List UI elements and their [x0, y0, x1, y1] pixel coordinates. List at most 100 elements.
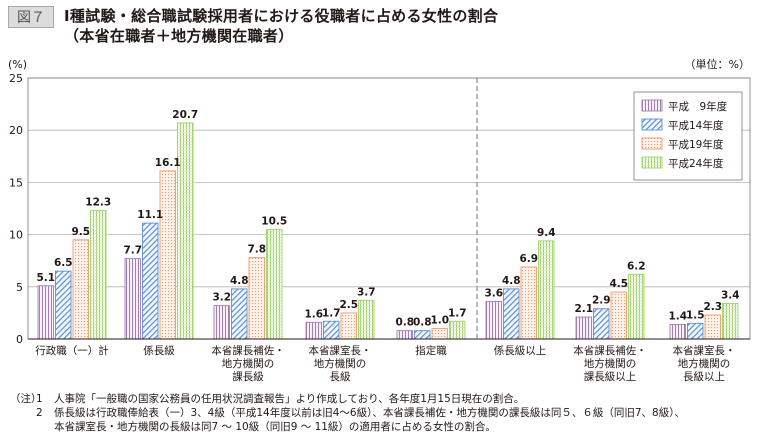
data-label: 7.7 [123, 245, 142, 257]
legend-swatch [641, 118, 663, 131]
data-label: 1.0 [430, 315, 449, 327]
bar [90, 210, 107, 340]
legend-label: 平成 9年度 [668, 100, 728, 113]
data-label: 0.8 [413, 317, 432, 329]
bar-chart: (%) （単位：%） 5.1 7.7 3.2 1.6 0.8 3.6 2.1 1.4 6.5 11… [8, 57, 751, 383]
data-label: 7.8 [247, 244, 266, 256]
x-tick-label: 行政職（一）計 [35, 344, 109, 357]
x-tick-label: 地方機関の [584, 357, 637, 370]
bar [340, 312, 357, 340]
legend-swatch [641, 99, 663, 112]
bar [704, 314, 721, 340]
bar [628, 273, 645, 340]
data-label: 9.5 [71, 226, 90, 238]
x-tick-label: 課長級 [232, 370, 264, 383]
data-label: 0.8 [395, 317, 414, 329]
legend-label: 平成14年度 [668, 119, 724, 132]
bar [213, 305, 230, 340]
bars [37, 122, 739, 340]
x-tick-label: 長級 [330, 370, 351, 383]
footnotes: （注） 1 人事院「一般職の国家公務員の任用状況調査報告」より作成しており、各年… [10, 392, 750, 434]
bar [538, 240, 555, 340]
note-prefix: （注） [10, 393, 42, 405]
bar [72, 239, 89, 340]
y-tick-label: 0 [16, 333, 23, 346]
note-row: 本省課室長・地方機関の長級は同7 ～ 10級（同旧9 ～ 11級）の適用者に占め… [10, 420, 750, 434]
x-tick-label: 本省課室長・ [673, 344, 736, 357]
bar [177, 122, 194, 340]
bar [37, 285, 54, 340]
bar [414, 330, 431, 340]
bar [142, 222, 159, 340]
note-text: 本省課室長・地方機関の長級は同7 ～ 10級（同旧9 ～ 11級）の適用者に占め… [54, 421, 496, 433]
data-label: 1.7 [448, 307, 467, 319]
y-tick-label: 5 [16, 281, 23, 294]
bar [248, 257, 265, 340]
note-number: 1 [36, 393, 43, 405]
data-label: 3.7 [357, 286, 376, 298]
bar [231, 288, 248, 340]
x-tick-label: 本省課長補佐・ [211, 344, 285, 357]
data-label: 1.7 [322, 307, 341, 319]
x-tick-label: 課長級以上 [584, 370, 637, 383]
data-label: 6.5 [54, 257, 73, 269]
y-tick-label: 10 [9, 229, 23, 242]
data-label: 2.3 [703, 301, 722, 313]
note-prefix [10, 420, 36, 434]
bar [485, 300, 502, 340]
note-prefix [10, 406, 36, 420]
bar [593, 308, 610, 340]
x-tick-label: 本省課室長・ [309, 344, 372, 357]
bar [575, 316, 592, 340]
y-tick-label: 15 [9, 176, 23, 189]
data-label: 4.8 [230, 275, 249, 287]
data-label: 4.5 [609, 278, 628, 290]
data-label: 2.1 [574, 303, 593, 315]
bar [159, 170, 176, 340]
data-label: 4.8 [502, 275, 521, 287]
data-label: 3.6 [484, 287, 503, 299]
data-label: 3.4 [721, 290, 740, 302]
legend-swatch [641, 137, 663, 150]
bar [266, 228, 283, 340]
data-label: 3.2 [212, 292, 231, 304]
data-label: 2.5 [339, 299, 358, 311]
chart-subtitle: （本省在職者＋地方機関在職者） [64, 27, 294, 45]
data-label: 9.4 [537, 227, 556, 239]
legend-label: 平成24年度 [668, 157, 724, 170]
bar [687, 322, 704, 340]
bar [323, 320, 340, 340]
data-label: 6.2 [627, 260, 646, 272]
legend-swatch [641, 156, 663, 169]
y-axis-unit-label: (%) [8, 58, 27, 71]
bar [520, 266, 537, 340]
bar [55, 270, 72, 340]
note-text: 係長級は行政職俸給表（一）3、4級（平成14年度以前は旧4～6級）、本省課長補佐… [54, 407, 685, 419]
bar [124, 258, 141, 340]
bar [358, 299, 375, 340]
bar [449, 320, 466, 340]
bar [305, 321, 322, 340]
note-row: 2 係長級は行政職俸給表（一）3、4級（平成14年度以前は旧4～6級）、本省課長… [10, 406, 750, 420]
bar [503, 288, 520, 340]
data-label: 12.3 [85, 197, 111, 209]
figure-label: 図７ [8, 6, 54, 28]
x-tick-label: 指定職 [415, 344, 447, 357]
unit-note: （単位：%） [685, 57, 750, 71]
legend-label: 平成19年度 [668, 138, 724, 151]
bar [722, 303, 739, 340]
x-tick-label: 係長級以上 [494, 344, 547, 357]
y-tick-label: 20 [9, 124, 23, 137]
data-labels: 5.1 7.7 3.2 1.6 0.8 3.6 2.1 1.4 6.5 11.1 4.8 1.7 0.8… [36, 109, 739, 329]
data-label: 1.5 [686, 309, 705, 321]
x-tick-label: 長級以上 [683, 370, 725, 383]
data-label: 1.4 [668, 310, 687, 322]
note-text: 人事院「一般職の国家公務員の任用状況調査報告」より作成しており、各年度1月15日… [54, 393, 525, 405]
data-label: 20.7 [172, 109, 198, 121]
x-tick-label: 地方機関の [678, 357, 731, 370]
x-tick-label: 係長級 [143, 344, 175, 357]
x-tick-label: 地方機関の [314, 357, 367, 370]
data-label: 5.1 [36, 272, 55, 284]
axes: 0 5 10 15 20 25 行政職（一）計 係長級 本省課長補佐・地方機関の課長級 本省課室長… [9, 72, 751, 383]
